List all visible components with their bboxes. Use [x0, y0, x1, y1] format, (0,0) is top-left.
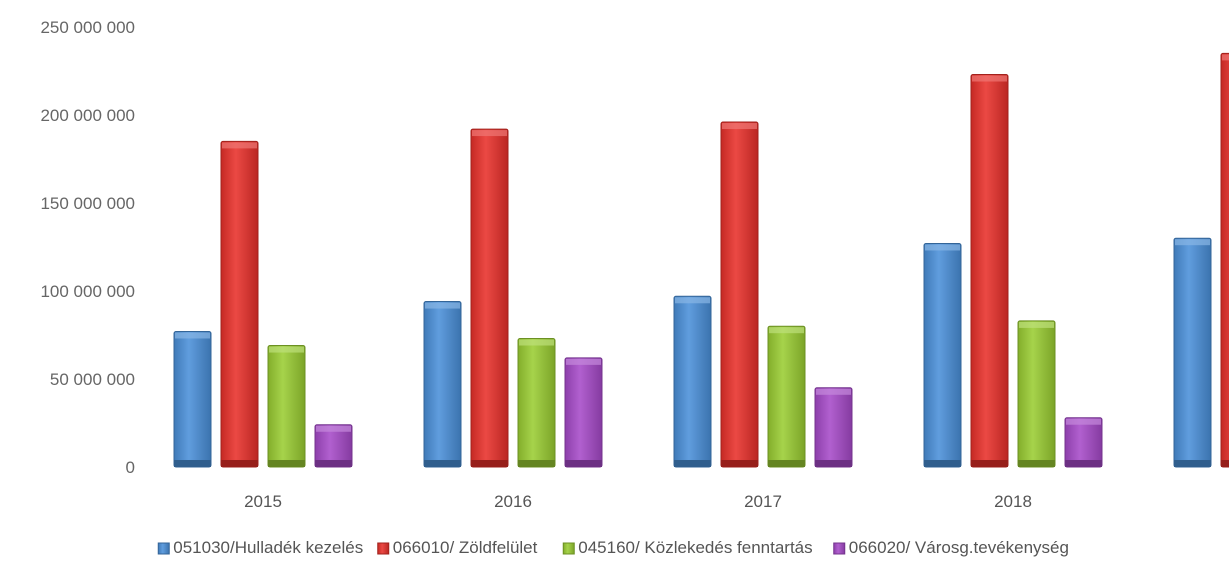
bar-highlight [769, 327, 804, 334]
bar-highlight [222, 142, 257, 149]
bar-highlight [316, 425, 351, 432]
legend-label: 066020/ Városg.tevékenység [849, 538, 1069, 557]
bar-base [565, 460, 602, 467]
bar-base [268, 460, 305, 467]
y-axis: 0 50 000 000 100 000 000 150 000 000 200 000… [40, 18, 135, 477]
bars-group [173, 52, 1229, 468]
bar-highlight [566, 358, 601, 365]
bar-base [768, 460, 805, 467]
legend: 051030/Hulladék kezelés 066010/ Zöldfelül… [157, 538, 1069, 557]
bar-base [471, 460, 508, 467]
bar-045160-2017 [767, 325, 806, 468]
bar-base [174, 460, 211, 467]
y-tick-label: 150 000 000 [40, 194, 135, 213]
bar-base [971, 460, 1008, 467]
bar-highlight [722, 123, 757, 130]
bar-highlight [816, 388, 851, 395]
bar-highlight [675, 297, 710, 304]
bar-highlight [972, 75, 1007, 82]
bar-066010-2019 [1220, 52, 1229, 468]
bar-066020-2016 [564, 357, 603, 468]
bar-051030-2018 [923, 242, 962, 468]
legend-swatch [377, 542, 390, 555]
y-tick-label: 100 000 000 [40, 282, 135, 301]
bar-highlight [1175, 239, 1210, 246]
bar-066010-2017 [720, 121, 759, 468]
bar-051030-2019 [1173, 237, 1212, 468]
bar-base [518, 460, 555, 467]
bar-045160-2015 [267, 345, 306, 468]
bar-066020-2018 [1064, 417, 1103, 468]
bar-highlight [1066, 418, 1101, 425]
bar-highlight [425, 302, 460, 309]
x-tick-label: 2015 [244, 492, 282, 511]
bar-highlight [925, 244, 960, 251]
x-tick-label: 2018 [994, 492, 1032, 511]
bar-045160-2016 [517, 338, 556, 468]
bar-highlight [519, 339, 554, 346]
bar-highlight [1222, 54, 1229, 61]
x-axis: 20152016201720182019 [244, 492, 1032, 511]
bar-base [1174, 460, 1211, 467]
legend-label: 066010/ Zöldfelület [393, 538, 538, 557]
bar-base [424, 460, 461, 467]
y-tick-label: 200 000 000 [40, 106, 135, 125]
bar-highlight [175, 332, 210, 339]
legend-swatch [833, 542, 846, 555]
legend-label: 045160/ Közlekedés fenntartás [578, 538, 812, 557]
bar-066010-2018 [970, 74, 1009, 468]
bar-base [221, 460, 258, 467]
bar-045160-2018 [1017, 320, 1056, 468]
bar-base [721, 460, 758, 467]
bar-base [315, 460, 352, 467]
y-tick-label: 50 000 000 [50, 370, 135, 389]
bar-066020-2017 [814, 387, 853, 468]
bar-066010-2015 [220, 140, 259, 468]
legend-label: 051030/Hulladék kezelés [173, 538, 363, 557]
y-tick-label: 250 000 000 [40, 18, 135, 37]
legend-swatch [562, 542, 575, 555]
bar-highlight [269, 346, 304, 353]
bar-051030-2016 [423, 301, 462, 468]
legend-swatch [157, 542, 170, 555]
bar-base [815, 460, 852, 467]
bar-base [1018, 460, 1055, 467]
x-tick-label: 2017 [744, 492, 782, 511]
bar-066010-2016 [470, 128, 509, 468]
y-tick-label: 0 [126, 458, 135, 477]
x-tick-label: 2016 [494, 492, 532, 511]
bar-base [674, 460, 711, 467]
bar-base [1065, 460, 1102, 467]
bar-highlight [1019, 321, 1054, 328]
bar-base [924, 460, 961, 467]
bar-highlight [472, 130, 507, 137]
bar-051030-2017 [673, 295, 712, 468]
bar-051030-2015 [173, 330, 212, 468]
bar-base [1221, 460, 1229, 467]
